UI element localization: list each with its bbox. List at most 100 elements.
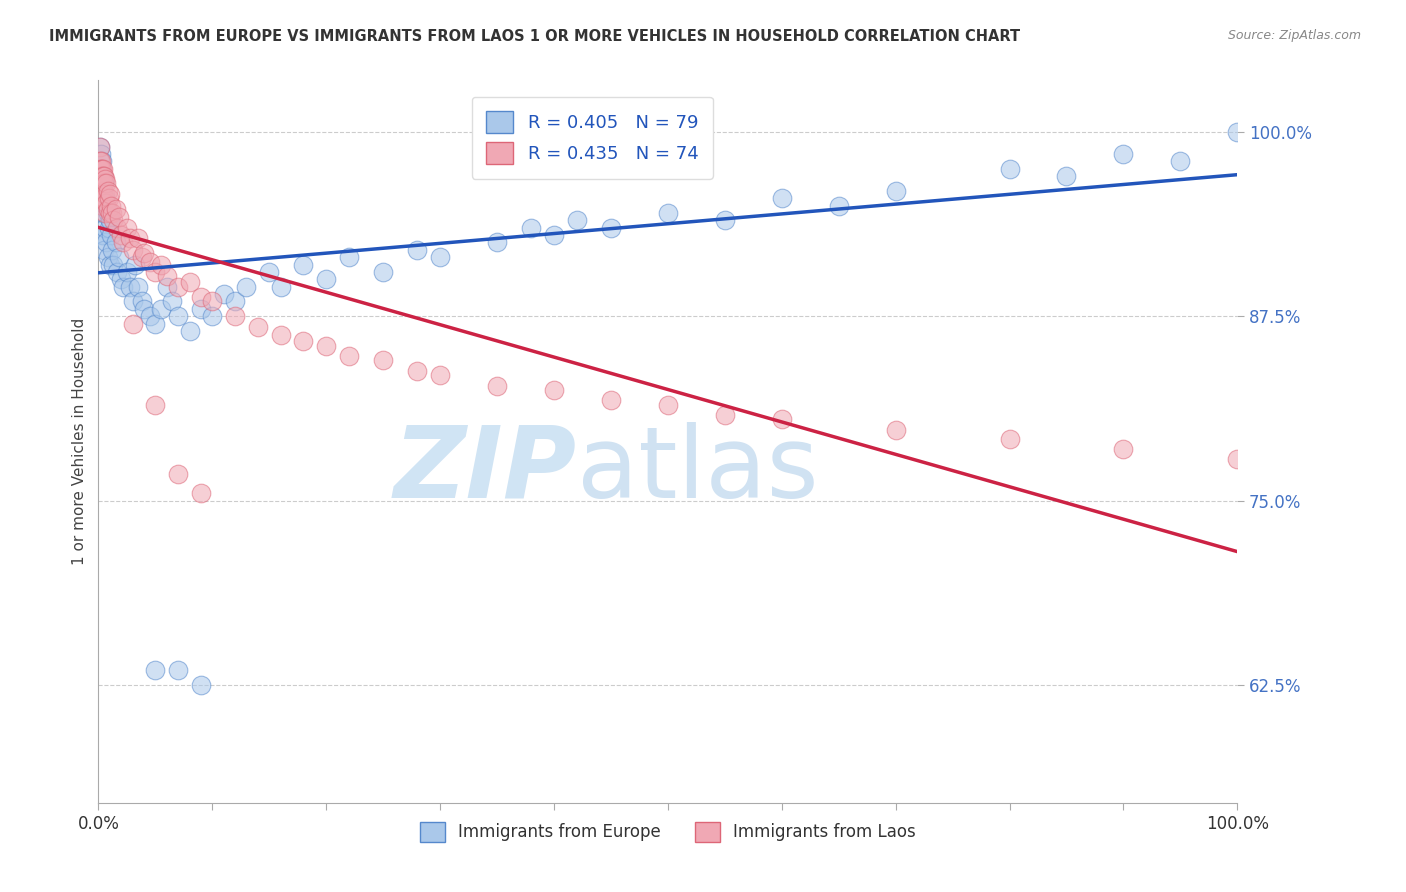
Point: [138, 309, 160, 323]
Point: [162, 294, 184, 309]
Point: [89, 154, 111, 169]
Point: [429, 368, 451, 383]
Point: [337, 250, 360, 264]
Point: [406, 364, 429, 378]
Point: [828, 199, 851, 213]
Point: [190, 290, 212, 304]
Point: [337, 349, 360, 363]
Point: [98, 213, 121, 227]
Point: [156, 279, 179, 293]
Point: [120, 231, 142, 245]
Point: [96, 195, 118, 210]
Point: [998, 432, 1021, 446]
Point: [543, 383, 565, 397]
Point: [90, 206, 112, 220]
Point: [145, 317, 167, 331]
Point: [89, 169, 111, 183]
Point: [90, 161, 112, 176]
Point: [90, 161, 112, 176]
Point: [486, 378, 509, 392]
Point: [292, 334, 315, 349]
Point: [1112, 147, 1135, 161]
Text: ZIP: ZIP: [394, 422, 576, 519]
Point: [91, 161, 114, 176]
Point: [110, 228, 132, 243]
Point: [315, 272, 337, 286]
Point: [105, 265, 128, 279]
Point: [96, 199, 118, 213]
Point: [543, 228, 565, 243]
Point: [108, 211, 131, 225]
Point: [1226, 452, 1249, 467]
Point: [259, 265, 281, 279]
Point: [201, 294, 224, 309]
Point: [1112, 442, 1135, 456]
Point: [94, 186, 117, 201]
Point: [93, 169, 115, 183]
Point: [131, 294, 153, 309]
Point: [235, 279, 257, 293]
Point: [104, 202, 127, 216]
Point: [108, 250, 131, 264]
Point: [98, 186, 121, 201]
Point: [89, 184, 111, 198]
Point: [145, 265, 167, 279]
Point: [770, 191, 793, 205]
Point: [91, 199, 114, 213]
Point: [90, 169, 112, 183]
Point: [120, 279, 142, 293]
Point: [371, 265, 394, 279]
Point: [90, 228, 112, 243]
Point: [90, 191, 112, 205]
Point: [121, 294, 143, 309]
Point: [103, 213, 125, 227]
Point: [190, 486, 212, 500]
Point: [520, 220, 543, 235]
Point: [90, 191, 112, 205]
Point: [156, 269, 179, 284]
Point: [93, 177, 115, 191]
Point: [190, 301, 212, 316]
Point: [101, 243, 124, 257]
Point: [486, 235, 509, 250]
Point: [89, 139, 111, 153]
Point: [270, 328, 292, 343]
Point: [124, 258, 146, 272]
Point: [90, 154, 112, 169]
Point: [127, 279, 149, 293]
Point: [96, 202, 118, 216]
Point: [90, 184, 112, 198]
Point: [96, 250, 118, 264]
Point: [167, 467, 190, 481]
Point: [150, 258, 173, 272]
Point: [998, 161, 1021, 176]
Point: [90, 147, 112, 161]
Point: [90, 177, 112, 191]
Point: [270, 279, 292, 293]
Text: atlas: atlas: [576, 422, 818, 519]
Point: [714, 408, 737, 422]
Point: [884, 184, 907, 198]
Point: [100, 199, 122, 213]
Point: [565, 213, 588, 227]
Text: Source: ZipAtlas.com: Source: ZipAtlas.com: [1227, 29, 1361, 42]
Point: [224, 294, 246, 309]
Point: [90, 161, 112, 176]
Point: [98, 258, 121, 272]
Point: [145, 663, 167, 677]
Point: [105, 220, 128, 235]
Point: [131, 250, 153, 264]
Point: [96, 184, 118, 198]
Point: [1170, 154, 1192, 169]
Point: [371, 353, 394, 368]
Point: [112, 279, 135, 293]
Point: [145, 398, 167, 412]
Point: [98, 206, 121, 220]
Point: [91, 169, 114, 183]
Point: [90, 169, 112, 183]
Point: [132, 301, 155, 316]
Point: [132, 245, 155, 260]
Point: [121, 317, 143, 331]
Point: [94, 206, 117, 220]
Point: [112, 235, 135, 250]
